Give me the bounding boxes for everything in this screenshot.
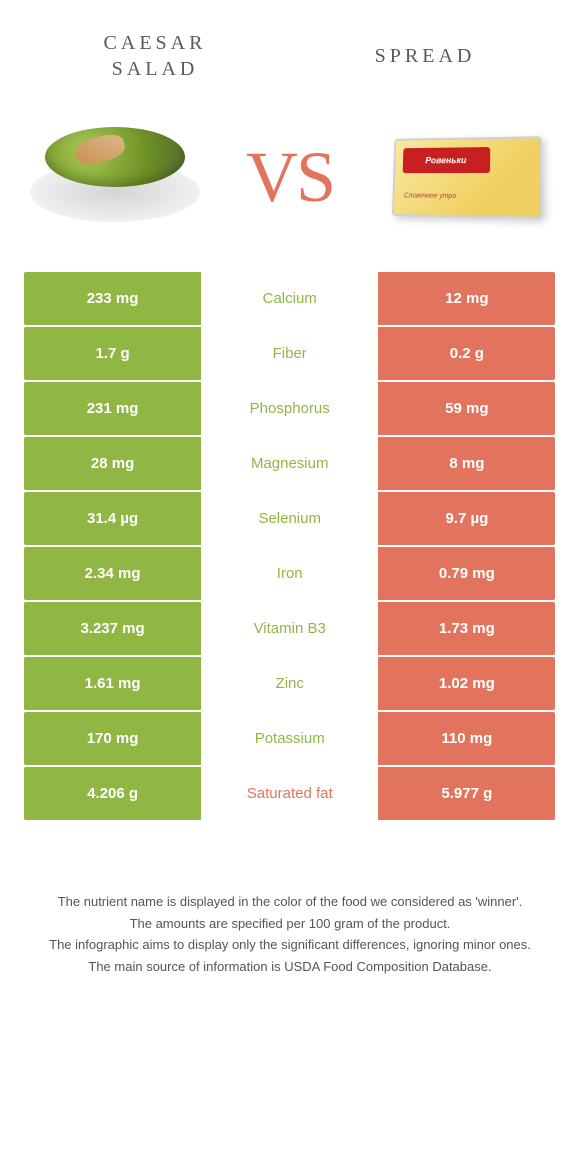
nutrient-name: Phosphorus: [201, 382, 378, 435]
nutrient-row: 170 mgPotassium110 mg: [24, 712, 556, 765]
spread-brand: Ровеньки: [403, 147, 491, 173]
nutrient-row: 2.34 mgIron0.79 mg: [24, 547, 556, 600]
salad-icon: [30, 162, 200, 222]
nutrient-left-value: 4.206 g: [24, 767, 201, 820]
nutrient-left-value: 1.7 g: [24, 327, 201, 380]
nutrient-name: Iron: [201, 547, 378, 600]
footer-line: The amounts are specified per 100 gram o…: [40, 914, 540, 934]
nutrient-right-value: 12 mg: [378, 272, 555, 325]
food-right-image: Ровеньки Сливочное утро: [380, 122, 550, 232]
nutrient-left-value: 233 mg: [24, 272, 201, 325]
nutrient-row: 28 mgMagnesium8 mg: [24, 437, 556, 490]
nutrient-right-value: 5.977 g: [378, 767, 555, 820]
spread-sub: Сливочное утро: [404, 193, 456, 200]
header-row: CAESAR SALAD SPREAD: [0, 0, 580, 102]
nutrient-right-value: 0.2 g: [378, 327, 555, 380]
nutrient-right-value: 8 mg: [378, 437, 555, 490]
footer-line: The nutrient name is displayed in the co…: [40, 892, 540, 912]
nutrient-name: Selenium: [201, 492, 378, 545]
nutrient-name: Fiber: [201, 327, 378, 380]
nutrient-right-value: 9.7 µg: [378, 492, 555, 545]
nutrient-row: 1.7 gFiber0.2 g: [24, 327, 556, 380]
nutrient-right-value: 1.73 mg: [378, 602, 555, 655]
nutrient-right-value: 59 mg: [378, 382, 555, 435]
nutrient-right-value: 1.02 mg: [378, 657, 555, 710]
image-row: VS Ровеньки Сливочное утро: [0, 102, 580, 262]
nutrient-row: 1.61 mgZinc1.02 mg: [24, 657, 556, 710]
food-left-image: [30, 122, 200, 232]
food-right-title: SPREAD: [317, 43, 533, 69]
vs-label: VS: [246, 136, 334, 219]
nutrient-table: 233 mgCalcium12 mg1.7 gFiber0.2 g231 mgP…: [24, 272, 556, 820]
nutrient-left-value: 3.237 mg: [24, 602, 201, 655]
nutrient-left-value: 231 mg: [24, 382, 201, 435]
nutrient-row: 233 mgCalcium12 mg: [24, 272, 556, 325]
nutrient-name: Vitamin B3: [201, 602, 378, 655]
nutrient-name: Zinc: [201, 657, 378, 710]
nutrient-row: 3.237 mgVitamin B31.73 mg: [24, 602, 556, 655]
nutrient-left-value: 31.4 µg: [24, 492, 201, 545]
food-left-title: CAESAR SALAD: [47, 30, 263, 82]
nutrient-name: Saturated fat: [201, 767, 378, 820]
nutrient-name: Calcium: [201, 272, 378, 325]
nutrient-name: Potassium: [201, 712, 378, 765]
nutrient-left-value: 2.34 mg: [24, 547, 201, 600]
spread-icon: Ровеньки Сливочное утро: [392, 136, 542, 219]
nutrient-left-value: 170 mg: [24, 712, 201, 765]
nutrient-name: Magnesium: [201, 437, 378, 490]
nutrient-row: 231 mgPhosphorus59 mg: [24, 382, 556, 435]
nutrient-row: 31.4 µgSelenium9.7 µg: [24, 492, 556, 545]
footer-line: The infographic aims to display only the…: [40, 935, 540, 955]
nutrient-right-value: 0.79 mg: [378, 547, 555, 600]
nutrient-right-value: 110 mg: [378, 712, 555, 765]
footer-line: The main source of information is USDA F…: [40, 957, 540, 977]
nutrient-left-value: 1.61 mg: [24, 657, 201, 710]
footer-notes: The nutrient name is displayed in the co…: [0, 822, 580, 976]
nutrient-row: 4.206 gSaturated fat5.977 g: [24, 767, 556, 820]
nutrient-left-value: 28 mg: [24, 437, 201, 490]
